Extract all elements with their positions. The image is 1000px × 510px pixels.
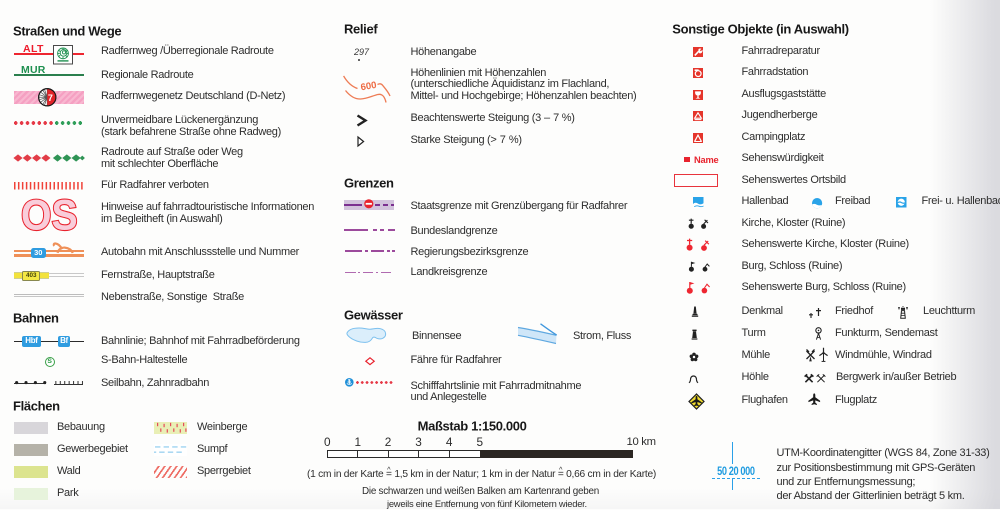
svg-text:OS: OS [21, 191, 78, 239]
svg-text:600: 600 [359, 80, 377, 93]
svg-text:7: 7 [48, 93, 53, 103]
